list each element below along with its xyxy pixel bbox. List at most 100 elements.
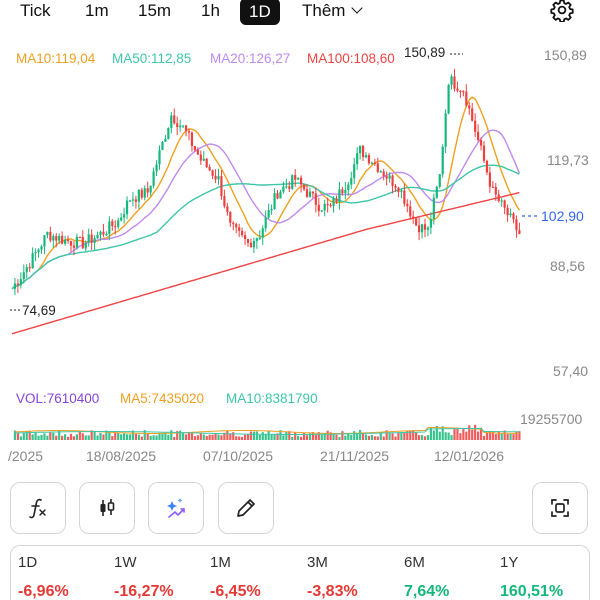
candle-body [55,236,58,241]
volume-bar [131,430,135,440]
volume-bar [117,433,120,440]
low-marker-label: 74,69 [22,303,56,318]
perf-col-1y[interactable]: 1Y 160,51% [500,554,563,600]
tab-15m[interactable]: 15m [138,1,172,20]
candle-body [167,128,170,139]
current-price-label: 102,90 [541,208,584,224]
candle-body [90,234,93,243]
candle-body [117,220,120,227]
volume-bar [190,432,194,440]
candle-body [447,84,450,114]
candle-body [108,221,111,234]
volume-bar [229,434,232,440]
volume-bar [99,432,102,440]
candle-body [252,241,255,248]
volume-bar [285,431,288,440]
candle-body [69,241,73,246]
candle-body [143,188,146,198]
candle-body [406,203,409,207]
volume-bar [243,434,247,440]
price-axis-label: 150,89 [544,47,587,63]
volume-bar [282,435,285,440]
volume-bar [31,434,34,440]
tab-1h[interactable]: 1h [201,1,220,20]
volume-bar [302,433,306,440]
fullscreen-button[interactable] [532,482,588,534]
volume-bar [43,433,46,440]
candle-body [503,200,506,208]
tab-1d[interactable]: 1D [240,0,280,25]
candle-body [187,131,191,133]
volume-bar [474,424,477,440]
candle-body [350,178,353,185]
volume-bar [485,432,489,440]
perf-col-6m[interactable]: 6M 7,64% [404,554,449,600]
volume-bar [264,434,267,440]
ai-analysis-button[interactable] [148,482,204,534]
volume-bar [205,435,208,440]
candle-body [302,184,306,190]
draw-button[interactable] [218,482,274,534]
candle-body [13,283,17,289]
candle-body [164,138,167,142]
volume-bar [456,428,459,440]
volume-bar [58,430,61,440]
volume-bar [158,433,161,440]
candle-body [435,186,438,198]
volume-bar [503,430,506,440]
candle-body [193,146,196,150]
perf-col-1d[interactable]: 1D -6,96% [18,554,69,600]
candle-body [243,235,247,240]
volume-bar [479,427,483,440]
volume-bar [182,432,185,440]
candle-body [249,242,253,248]
chevron-down-icon [351,2,364,14]
candle-body [170,115,173,129]
volume-bar [406,430,409,440]
perf-col-1w[interactable]: 1W -16,27% [114,554,174,600]
volume-bar [143,430,146,440]
candle-body [344,189,347,194]
volume-bar [308,433,312,440]
gear-icon[interactable] [550,0,574,22]
volume-bar [123,433,126,440]
volume-bar [40,434,43,440]
candle-body [509,213,512,216]
candle-body [420,224,424,233]
candle-body [255,238,258,242]
volume-bar [140,436,143,440]
volume-bar [238,436,241,440]
perf-col-1m[interactable]: 1M -6,45% [210,554,261,600]
candle-body [137,189,140,202]
volume-bar [16,432,19,440]
volume-bar [279,430,282,440]
candle-body [276,193,279,199]
volume-bar [170,430,173,440]
volume-bar [72,436,76,440]
candle-body [500,200,503,202]
volume-bar [276,433,279,440]
candle-body [426,227,430,230]
perf-col-3m[interactable]: 3M -3,83% [307,554,358,600]
candle-body [468,105,471,109]
candle-body [134,199,137,202]
formula-button[interactable] [10,482,66,534]
volume-bar [176,431,179,440]
chart-type-button[interactable] [79,482,135,534]
candle-body [341,189,344,194]
candle-body [441,146,444,175]
more-dropdown[interactable]: Thêm [302,0,364,22]
candle-body [518,230,521,234]
volume-bar [255,431,258,440]
price-chart[interactable]: 150,89 119,73 88,56 57,40 19255700 150,8… [0,40,600,470]
volume-bar [267,431,270,440]
tab-1m[interactable]: 1m [85,1,109,20]
volume-bar [373,436,376,440]
candle-body [202,158,205,161]
tab-tick[interactable]: Tick [20,1,51,20]
vol-legend: VOL:7610400 [16,391,100,406]
volume-bar [64,434,67,440]
volume-bar [105,430,108,440]
candle-body [465,91,468,106]
volume-bar [347,433,350,440]
